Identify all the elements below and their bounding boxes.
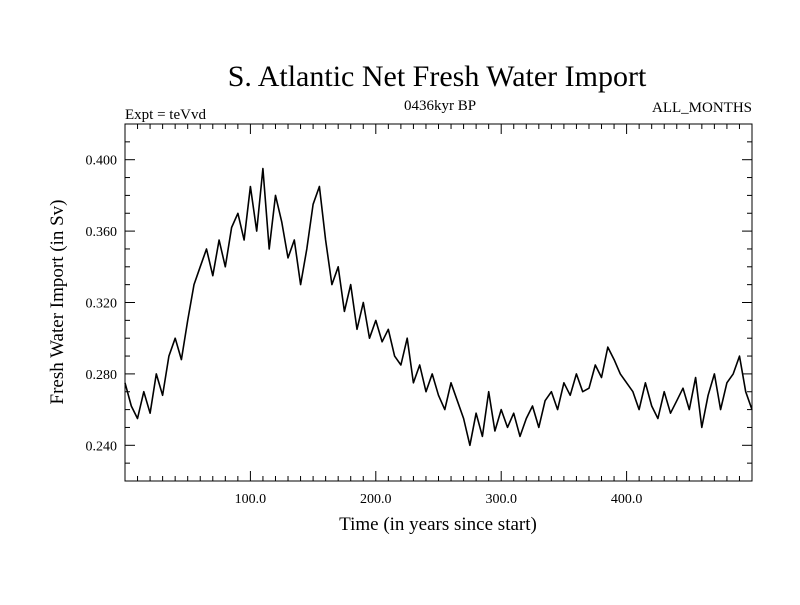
- y-axis-tick-labels: 0.240 0.280 0.320 0.360 0.400: [86, 154, 118, 455]
- y-tick-label: 0.400: [86, 154, 118, 169]
- series-line-fresh_water_import: [124, 167, 753, 447]
- y-tick-label: 0.240: [86, 439, 118, 454]
- y-axis-ticks: [125, 141, 752, 464]
- y-tick-label: 0.320: [86, 297, 118, 312]
- series-group: [124, 167, 753, 447]
- y-tick-label: 0.280: [86, 368, 118, 383]
- y-axis-label: Fresh Water Import (in Sv): [47, 200, 68, 405]
- x-tick-label: 200.0: [360, 492, 392, 507]
- y-tick-label: 0.360: [86, 225, 118, 240]
- chart-title: S. Atlantic Net Fresh Water Import: [228, 60, 647, 93]
- x-axis-ticks: [137, 124, 740, 481]
- subtitle-months: ALL_MONTHS: [652, 100, 752, 116]
- x-axis-tick-labels: 100.0 200.0 300.0 400.0: [235, 492, 643, 507]
- subtitle-period: 0436kyr BP: [404, 98, 476, 114]
- x-tick-label: 100.0: [235, 492, 267, 507]
- x-tick-label: 300.0: [485, 492, 517, 507]
- x-axis-label: Time (in years since start): [339, 514, 537, 535]
- x-tick-label: 400.0: [611, 492, 643, 507]
- subtitle-experiment: Expt = teVvd: [125, 107, 206, 123]
